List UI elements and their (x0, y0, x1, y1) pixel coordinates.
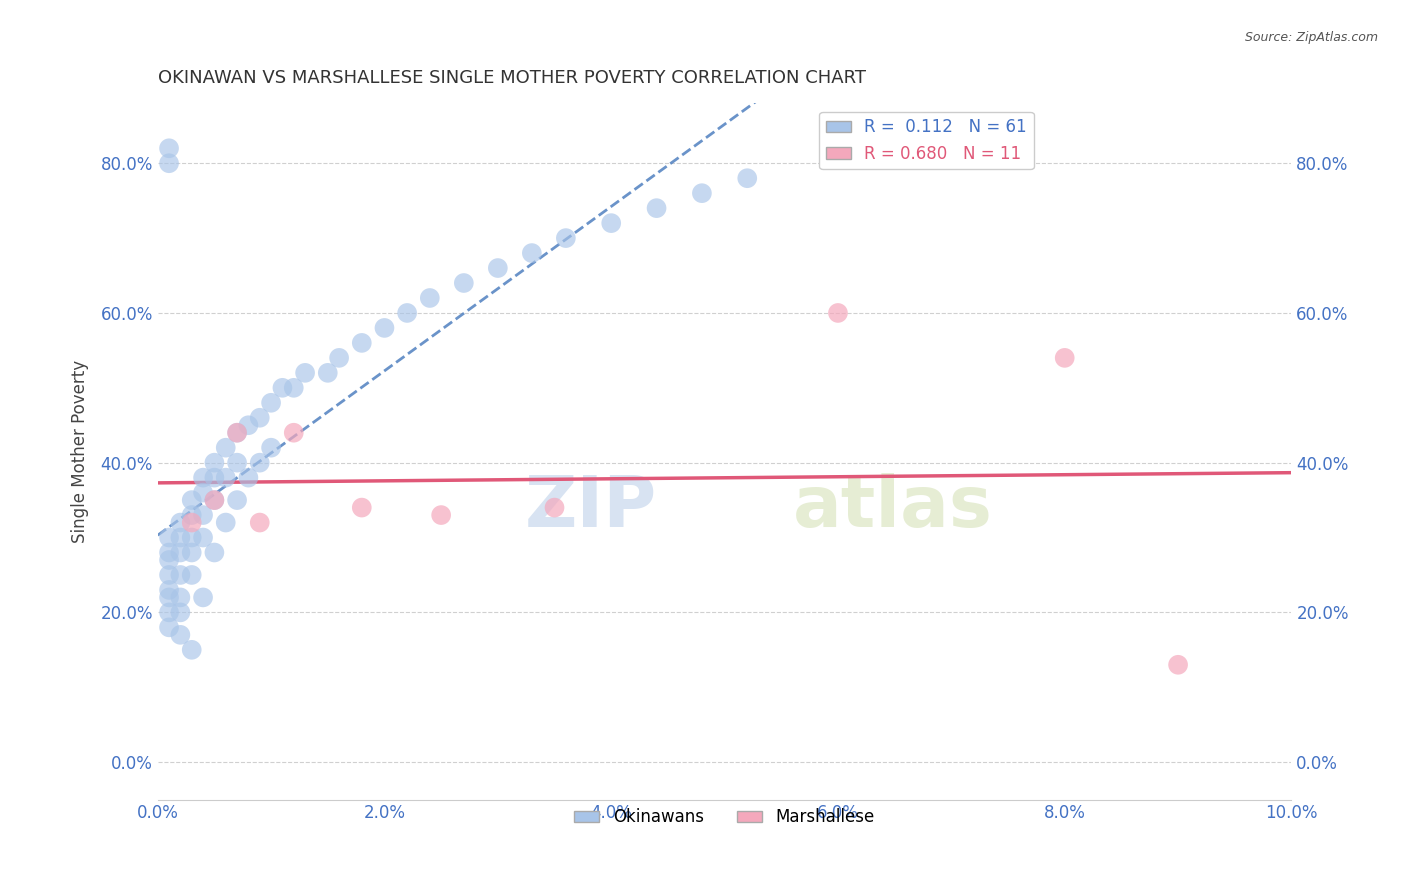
Point (180, 642, 202, 657)
Point (645, 201, 668, 215)
Point (202, 493, 225, 508)
Point (1167, 657, 1189, 672)
Point (157, 553, 180, 567)
Point (202, 470, 225, 484)
Point (600, 216, 623, 230)
Point (157, 582, 180, 597)
Point (215, 470, 238, 484)
Point (169, 591, 191, 605)
Point (260, 441, 283, 455)
Point (249, 410, 271, 425)
Text: atlas: atlas (793, 473, 993, 541)
Point (157, 141, 180, 155)
Point (157, 591, 180, 605)
Point (249, 456, 271, 470)
Point (271, 381, 294, 395)
Point (249, 516, 271, 530)
Point (191, 591, 214, 605)
Point (827, 306, 849, 320)
Point (396, 306, 419, 320)
Point (202, 456, 225, 470)
Point (283, 425, 305, 440)
Point (191, 531, 214, 545)
Point (215, 516, 238, 530)
Point (157, 568, 180, 582)
Point (735, 171, 758, 186)
Point (226, 493, 249, 508)
Point (226, 456, 249, 470)
Point (180, 508, 202, 522)
Point (226, 425, 249, 440)
Point (169, 531, 191, 545)
Point (157, 620, 180, 634)
Point (554, 231, 576, 245)
Text: ZIP: ZIP (524, 473, 657, 541)
Point (191, 508, 214, 522)
Point (180, 531, 202, 545)
Point (180, 568, 202, 582)
Point (1053, 351, 1076, 365)
Text: OKINAWAN VS MARSHALLESE SINGLE MOTHER POVERTY CORRELATION CHART: OKINAWAN VS MARSHALLESE SINGLE MOTHER PO… (157, 69, 866, 87)
Point (180, 493, 202, 508)
Point (226, 425, 249, 440)
Point (373, 321, 395, 335)
Point (294, 366, 316, 380)
Legend: Okinawans, Marshallese: Okinawans, Marshallese (568, 802, 882, 833)
Text: Source: ZipAtlas.com: Source: ZipAtlas.com (1244, 31, 1378, 45)
Point (350, 335, 373, 350)
Point (260, 396, 283, 410)
Point (157, 531, 180, 545)
Point (283, 381, 305, 395)
Point (169, 628, 191, 642)
Point (202, 493, 225, 508)
Point (191, 470, 214, 484)
Point (430, 508, 453, 522)
Point (180, 545, 202, 559)
Point (453, 276, 475, 290)
Point (690, 186, 713, 201)
Point (486, 260, 509, 275)
Point (215, 441, 238, 455)
Point (316, 366, 339, 380)
Point (169, 606, 191, 620)
Point (520, 246, 543, 260)
Point (169, 545, 191, 559)
Point (180, 516, 202, 530)
Point (543, 500, 565, 515)
Point (157, 606, 180, 620)
Point (202, 545, 225, 559)
Point (157, 545, 180, 559)
Point (169, 516, 191, 530)
Point (191, 485, 214, 500)
Point (328, 351, 350, 365)
Point (238, 418, 260, 433)
Point (157, 156, 180, 170)
Point (419, 291, 441, 305)
Point (238, 470, 260, 484)
Point (169, 568, 191, 582)
Point (350, 500, 373, 515)
Y-axis label: Single Mother Poverty: Single Mother Poverty (72, 359, 89, 543)
